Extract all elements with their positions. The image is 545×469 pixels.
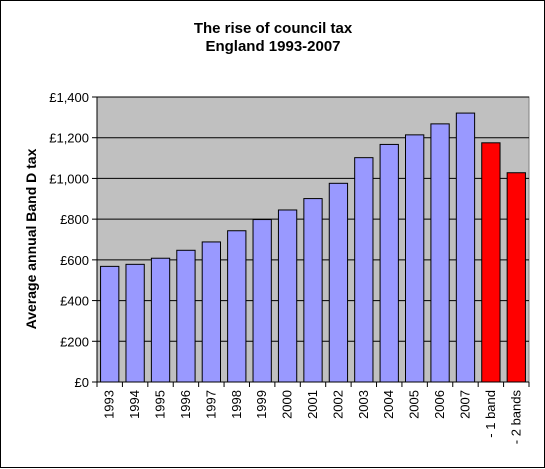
bar <box>455 112 476 383</box>
x-tick-label: 1993 <box>102 390 117 419</box>
bar <box>506 172 526 383</box>
y-tick-label: £1,000 <box>49 171 89 186</box>
x-tick-label: 2003 <box>356 390 371 419</box>
x-tick-label: 1999 <box>254 390 269 419</box>
x-tick-label: 2005 <box>407 390 422 419</box>
x-tick-label: - 1 band <box>483 390 498 438</box>
bar <box>252 219 272 383</box>
bar <box>150 257 171 383</box>
x-tick-label: - 2 bands <box>508 390 523 445</box>
y-tick-label: £1,200 <box>49 131 89 146</box>
x-tick-label: 1994 <box>127 390 142 419</box>
bar <box>201 241 222 383</box>
y-axis-ticks: £0 £200 £400 £600 £800 £1,000 £1,200 £1,400 <box>49 90 97 390</box>
bars <box>100 112 526 383</box>
y-tick-label: £600 <box>60 253 89 268</box>
bar <box>303 198 323 383</box>
bar <box>227 230 247 383</box>
y-axis-label: Average annual Band D tax <box>23 148 39 329</box>
bar <box>176 249 196 383</box>
bar <box>354 157 374 383</box>
x-tick-label: 2000 <box>280 390 295 419</box>
y-tick-label: £400 <box>60 294 89 309</box>
x-tick-label: 2002 <box>330 390 345 419</box>
x-tick-label: 2007 <box>457 390 472 419</box>
x-tick-label: 1997 <box>203 390 218 419</box>
bar <box>328 182 349 383</box>
x-tick-label: 1996 <box>178 390 193 419</box>
x-tick-label: 2006 <box>432 390 447 419</box>
y-tick-label: £1,400 <box>49 90 89 105</box>
bar <box>125 263 145 383</box>
chart-title-line-2: England 1993-2007 <box>205 38 340 55</box>
bar <box>379 143 399 383</box>
x-axis-ticks: 1993 1994 1995 1996 1997 1998 1999 2000 2001 2002… <box>96 382 530 445</box>
chart-title-line-1: The rise of council tax <box>194 20 353 37</box>
bar <box>277 209 298 383</box>
bar <box>430 123 450 383</box>
x-tick-label: 1998 <box>229 390 244 419</box>
bar <box>404 134 425 383</box>
x-tick-label: 2001 <box>305 390 320 419</box>
y-tick-label: £800 <box>60 212 89 227</box>
x-tick-label: 2004 <box>381 390 396 419</box>
y-tick-label: £0 <box>75 375 89 390</box>
bar <box>100 265 120 383</box>
x-tick-label: 1995 <box>153 390 168 419</box>
bar <box>481 142 501 383</box>
y-tick-label: £200 <box>60 334 89 349</box>
